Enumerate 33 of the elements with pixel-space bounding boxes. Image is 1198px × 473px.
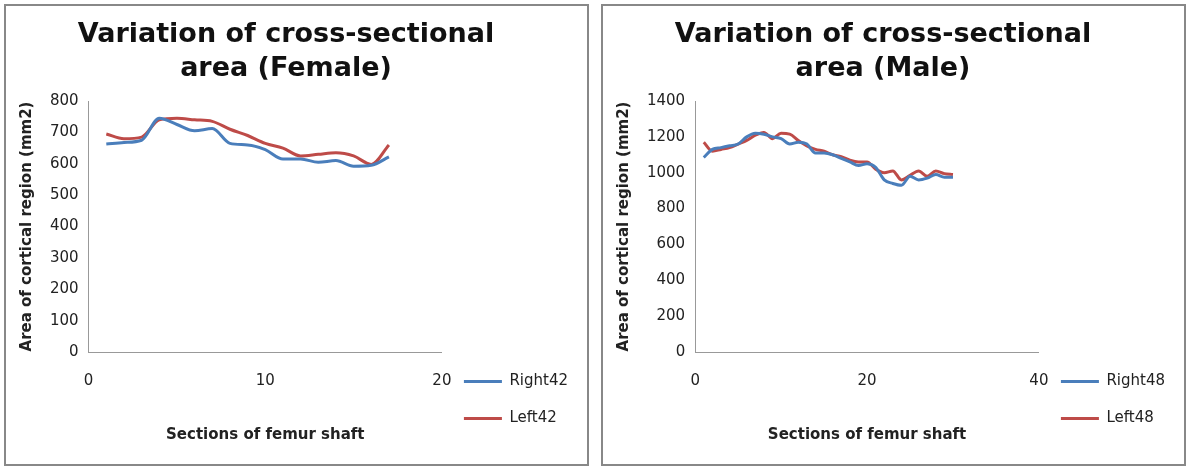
y-tick-label: 1400 <box>646 90 686 109</box>
y-tick-label: 100 <box>49 310 79 329</box>
chart-title: Variation of cross-sectional area (Male) <box>673 16 1093 84</box>
y-axis-title: Area of cortical region (mm2) <box>613 101 632 352</box>
x-tick-label: 0 <box>83 370 94 389</box>
x-tick-label: 0 <box>690 370 700 389</box>
y-tick-label: 500 <box>49 185 79 204</box>
y-tick-label: 400 <box>656 270 686 289</box>
y-tick-label: 800 <box>656 198 686 217</box>
x-tick-label: 10 <box>255 370 275 389</box>
y-tick-label: 600 <box>656 234 686 253</box>
y-tick-label: 0 <box>675 341 686 360</box>
x-tick-label: 20 <box>857 370 877 389</box>
y-tick-label: 700 <box>49 122 79 141</box>
x-axis-title: Sections of femur shaft <box>767 424 967 443</box>
legend-label: Right48 <box>1106 371 1166 390</box>
x-tick-label: 40 <box>1029 370 1049 389</box>
y-tick-label: 200 <box>656 306 686 325</box>
x-axis-title: Sections of femur shaft <box>166 424 365 443</box>
y-tick-label: 600 <box>49 153 79 172</box>
y-tick-label: 1200 <box>646 126 686 145</box>
x-tick-label: 20 <box>432 370 452 389</box>
y-tick-label: 800 <box>49 90 79 109</box>
chart-title: Variation of cross-sectional area (Female) <box>76 16 496 84</box>
y-axis-title: Area of cortical region (mm2) <box>16 101 35 352</box>
y-tick-label: 400 <box>49 216 79 235</box>
y-tick-label: 0 <box>69 341 79 360</box>
legend-label: Left48 <box>1106 408 1154 427</box>
y-tick-label: 1000 <box>646 162 686 181</box>
legend-label: Right42 <box>509 371 569 390</box>
legend-label: Left42 <box>509 408 557 427</box>
y-tick-label: 300 <box>49 247 79 266</box>
y-tick-label: 200 <box>49 279 79 298</box>
